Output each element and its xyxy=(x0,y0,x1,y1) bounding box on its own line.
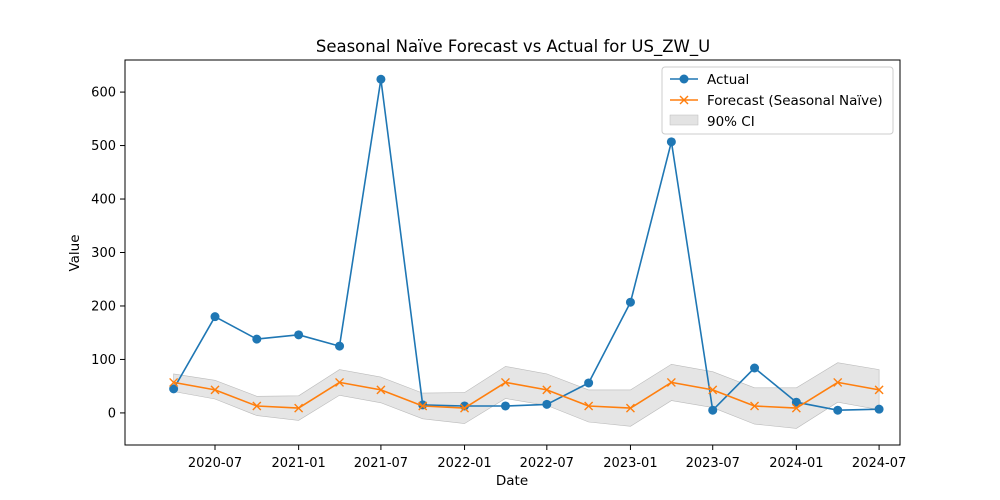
legend-ci-label: 90% CI xyxy=(707,114,755,130)
forecast-line xyxy=(173,381,880,409)
x-tick-label: 2023-01 xyxy=(603,456,657,471)
forecast-point-stroke xyxy=(750,401,760,411)
forecast-point-stroke xyxy=(418,401,428,411)
forecast-point xyxy=(210,385,220,395)
forecast-point-stroke xyxy=(666,377,676,387)
forecast-point xyxy=(584,401,594,411)
actual-point xyxy=(874,404,884,414)
x-tick-label: 2021-07 xyxy=(354,456,408,471)
x-axis-label: Date xyxy=(496,473,528,489)
legend: Actual Forecast (Seasonal Naïve) 90% CI xyxy=(661,66,894,135)
legend-actual-label: Actual xyxy=(707,72,749,88)
forecast-point xyxy=(500,377,510,387)
x-tick-label: 2024-01 xyxy=(769,456,823,471)
forecast-point xyxy=(750,401,760,411)
actual-point xyxy=(169,384,179,394)
forecast-point xyxy=(169,377,179,387)
y-tick-label: 0 xyxy=(108,406,116,421)
actual-point xyxy=(335,341,345,351)
actual-point xyxy=(418,400,428,410)
y-tick-label: 600 xyxy=(91,86,116,101)
y-axis-label: Value xyxy=(67,234,83,271)
x-tick-label: 2022-07 xyxy=(520,456,574,471)
forecast-point xyxy=(252,401,262,411)
forecast-point-stroke xyxy=(294,403,304,413)
forecast-point xyxy=(625,403,635,413)
forecast-point-stroke xyxy=(252,401,262,411)
forecast-point-stroke xyxy=(542,385,552,395)
actual-point xyxy=(584,378,594,388)
actual-point xyxy=(750,363,760,373)
forecast-point-stroke xyxy=(376,385,386,395)
forecast-point-stroke xyxy=(335,377,345,387)
series-forecast xyxy=(169,377,884,413)
actual-point xyxy=(376,74,386,84)
actual-point xyxy=(625,297,635,307)
legend-forecast-marker-stroke xyxy=(679,95,689,105)
forecast-point xyxy=(376,385,386,395)
forecast-point-stroke xyxy=(210,385,220,395)
actual-point xyxy=(833,405,843,415)
forecast-point-stroke xyxy=(833,377,843,387)
x-axis: 2020-07 2021-01 2021-07 2022-01 2022-07 2023-… xyxy=(188,445,906,471)
forecast-point xyxy=(294,403,304,413)
actual-line xyxy=(172,78,880,412)
forecast-point-stroke xyxy=(500,377,510,387)
forecast-point xyxy=(542,385,552,395)
x-tick-label: 2024-07 xyxy=(852,456,906,471)
forecast-point xyxy=(666,377,676,387)
y-tick-label: 400 xyxy=(91,193,116,208)
actual-point xyxy=(666,137,676,147)
forecast-point xyxy=(708,385,718,395)
forecast-point xyxy=(418,401,428,411)
forecast-point xyxy=(874,385,884,395)
x-tick-label: 2021-01 xyxy=(271,456,325,471)
ci-band-layer xyxy=(173,362,880,429)
y-tick-label: 500 xyxy=(91,139,116,154)
actual-point xyxy=(542,399,552,409)
actual-point xyxy=(791,397,801,407)
legend-box xyxy=(661,66,894,135)
actual-point xyxy=(708,405,718,415)
legend-forecast-label: Forecast (Seasonal Naïve) xyxy=(707,93,883,109)
legend-actual-marker xyxy=(679,74,689,84)
legend-forecast-marker xyxy=(679,95,689,105)
chart-title: Seasonal Naïve Forecast vs Actual for US… xyxy=(316,37,710,57)
actual-point xyxy=(210,312,220,322)
x-tick-label: 2023-07 xyxy=(686,456,740,471)
series-layer xyxy=(169,74,884,415)
actual-point xyxy=(294,330,304,340)
y-tick-label: 100 xyxy=(91,353,116,368)
x-tick-label: 2020-07 xyxy=(188,456,242,471)
y-axis: 0 100 200 300 400 500 600 xyxy=(91,86,125,421)
forecast-point-stroke xyxy=(791,403,801,413)
y-tick-label: 300 xyxy=(91,246,116,261)
forecast-point-stroke xyxy=(460,403,470,413)
y-tick-label: 200 xyxy=(91,299,116,314)
forecast-point-stroke xyxy=(625,403,635,413)
ci-band xyxy=(173,362,880,429)
legend-ci-swatch xyxy=(669,114,699,126)
forecast-point-stroke xyxy=(708,385,718,395)
forecast-point xyxy=(833,377,843,387)
x-tick-label: 2022-01 xyxy=(437,456,491,471)
forecast-point xyxy=(791,403,801,413)
actual-point xyxy=(500,401,510,411)
forecast-point xyxy=(460,403,470,413)
forecast-point-stroke xyxy=(584,401,594,411)
forecast-point xyxy=(335,377,345,387)
forecast-point-stroke xyxy=(874,385,884,395)
actual-point xyxy=(252,334,262,344)
forecast-point-stroke xyxy=(169,377,179,387)
